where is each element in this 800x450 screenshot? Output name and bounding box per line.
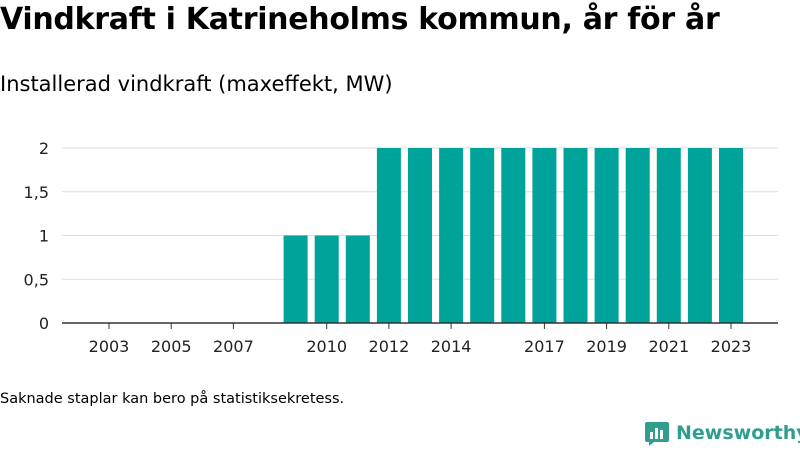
- bar-2019: [594, 148, 619, 323]
- bar-2015: [470, 148, 495, 323]
- bar-2010: [314, 235, 339, 323]
- brand-name: Newsworthy: [676, 422, 800, 444]
- bar-2023: [719, 148, 743, 323]
- x-tick-label: 2005: [151, 337, 192, 356]
- x-tick-label: 2014: [431, 337, 472, 356]
- x-tick-label: 2017: [524, 337, 565, 356]
- bar-2021: [656, 148, 681, 323]
- x-tick-label: 2003: [89, 337, 130, 356]
- y-tick-label: 0: [39, 314, 49, 333]
- bar-2016: [501, 148, 526, 323]
- newsworthy-logo-icon: [645, 422, 669, 446]
- x-tick-label: 2007: [213, 337, 254, 356]
- x-tick-label: 2019: [586, 337, 627, 356]
- x-tick-label: 2012: [369, 337, 410, 356]
- bar-2012: [376, 148, 401, 323]
- x-tick-label: 2023: [711, 337, 752, 356]
- x-tick-label: 2010: [306, 337, 347, 356]
- x-tick-label: 2021: [648, 337, 689, 356]
- y-tick-label: 2: [39, 139, 49, 158]
- bar-2018: [563, 148, 588, 323]
- bar-2017: [532, 148, 557, 323]
- chart-subtitle: Installerad vindkraft (maxeffekt, MW): [0, 72, 393, 96]
- y-tick-label: 0,5: [24, 270, 49, 289]
- y-tick-label: 1: [39, 227, 49, 246]
- bar-2014: [439, 148, 464, 323]
- y-tick-label: 1,5: [24, 183, 49, 202]
- bar-2009: [283, 235, 308, 323]
- bar-2022: [687, 148, 712, 323]
- bar-2013: [408, 148, 432, 323]
- bar-2011: [345, 235, 370, 323]
- bar-chart: 0 0,5 1 1,5 2 2003 2005 2007 2010 2012 2014 2017 201…: [24, 139, 778, 356]
- footnote: Saknade staplar kan bero på statistiksek…: [0, 391, 345, 407]
- bar-2020: [625, 148, 650, 323]
- brand-logo[interactable]: Newsworthy: [644, 420, 800, 446]
- chart-title: Vindkraft i Katrineholms kommun, år för …: [0, 2, 720, 37]
